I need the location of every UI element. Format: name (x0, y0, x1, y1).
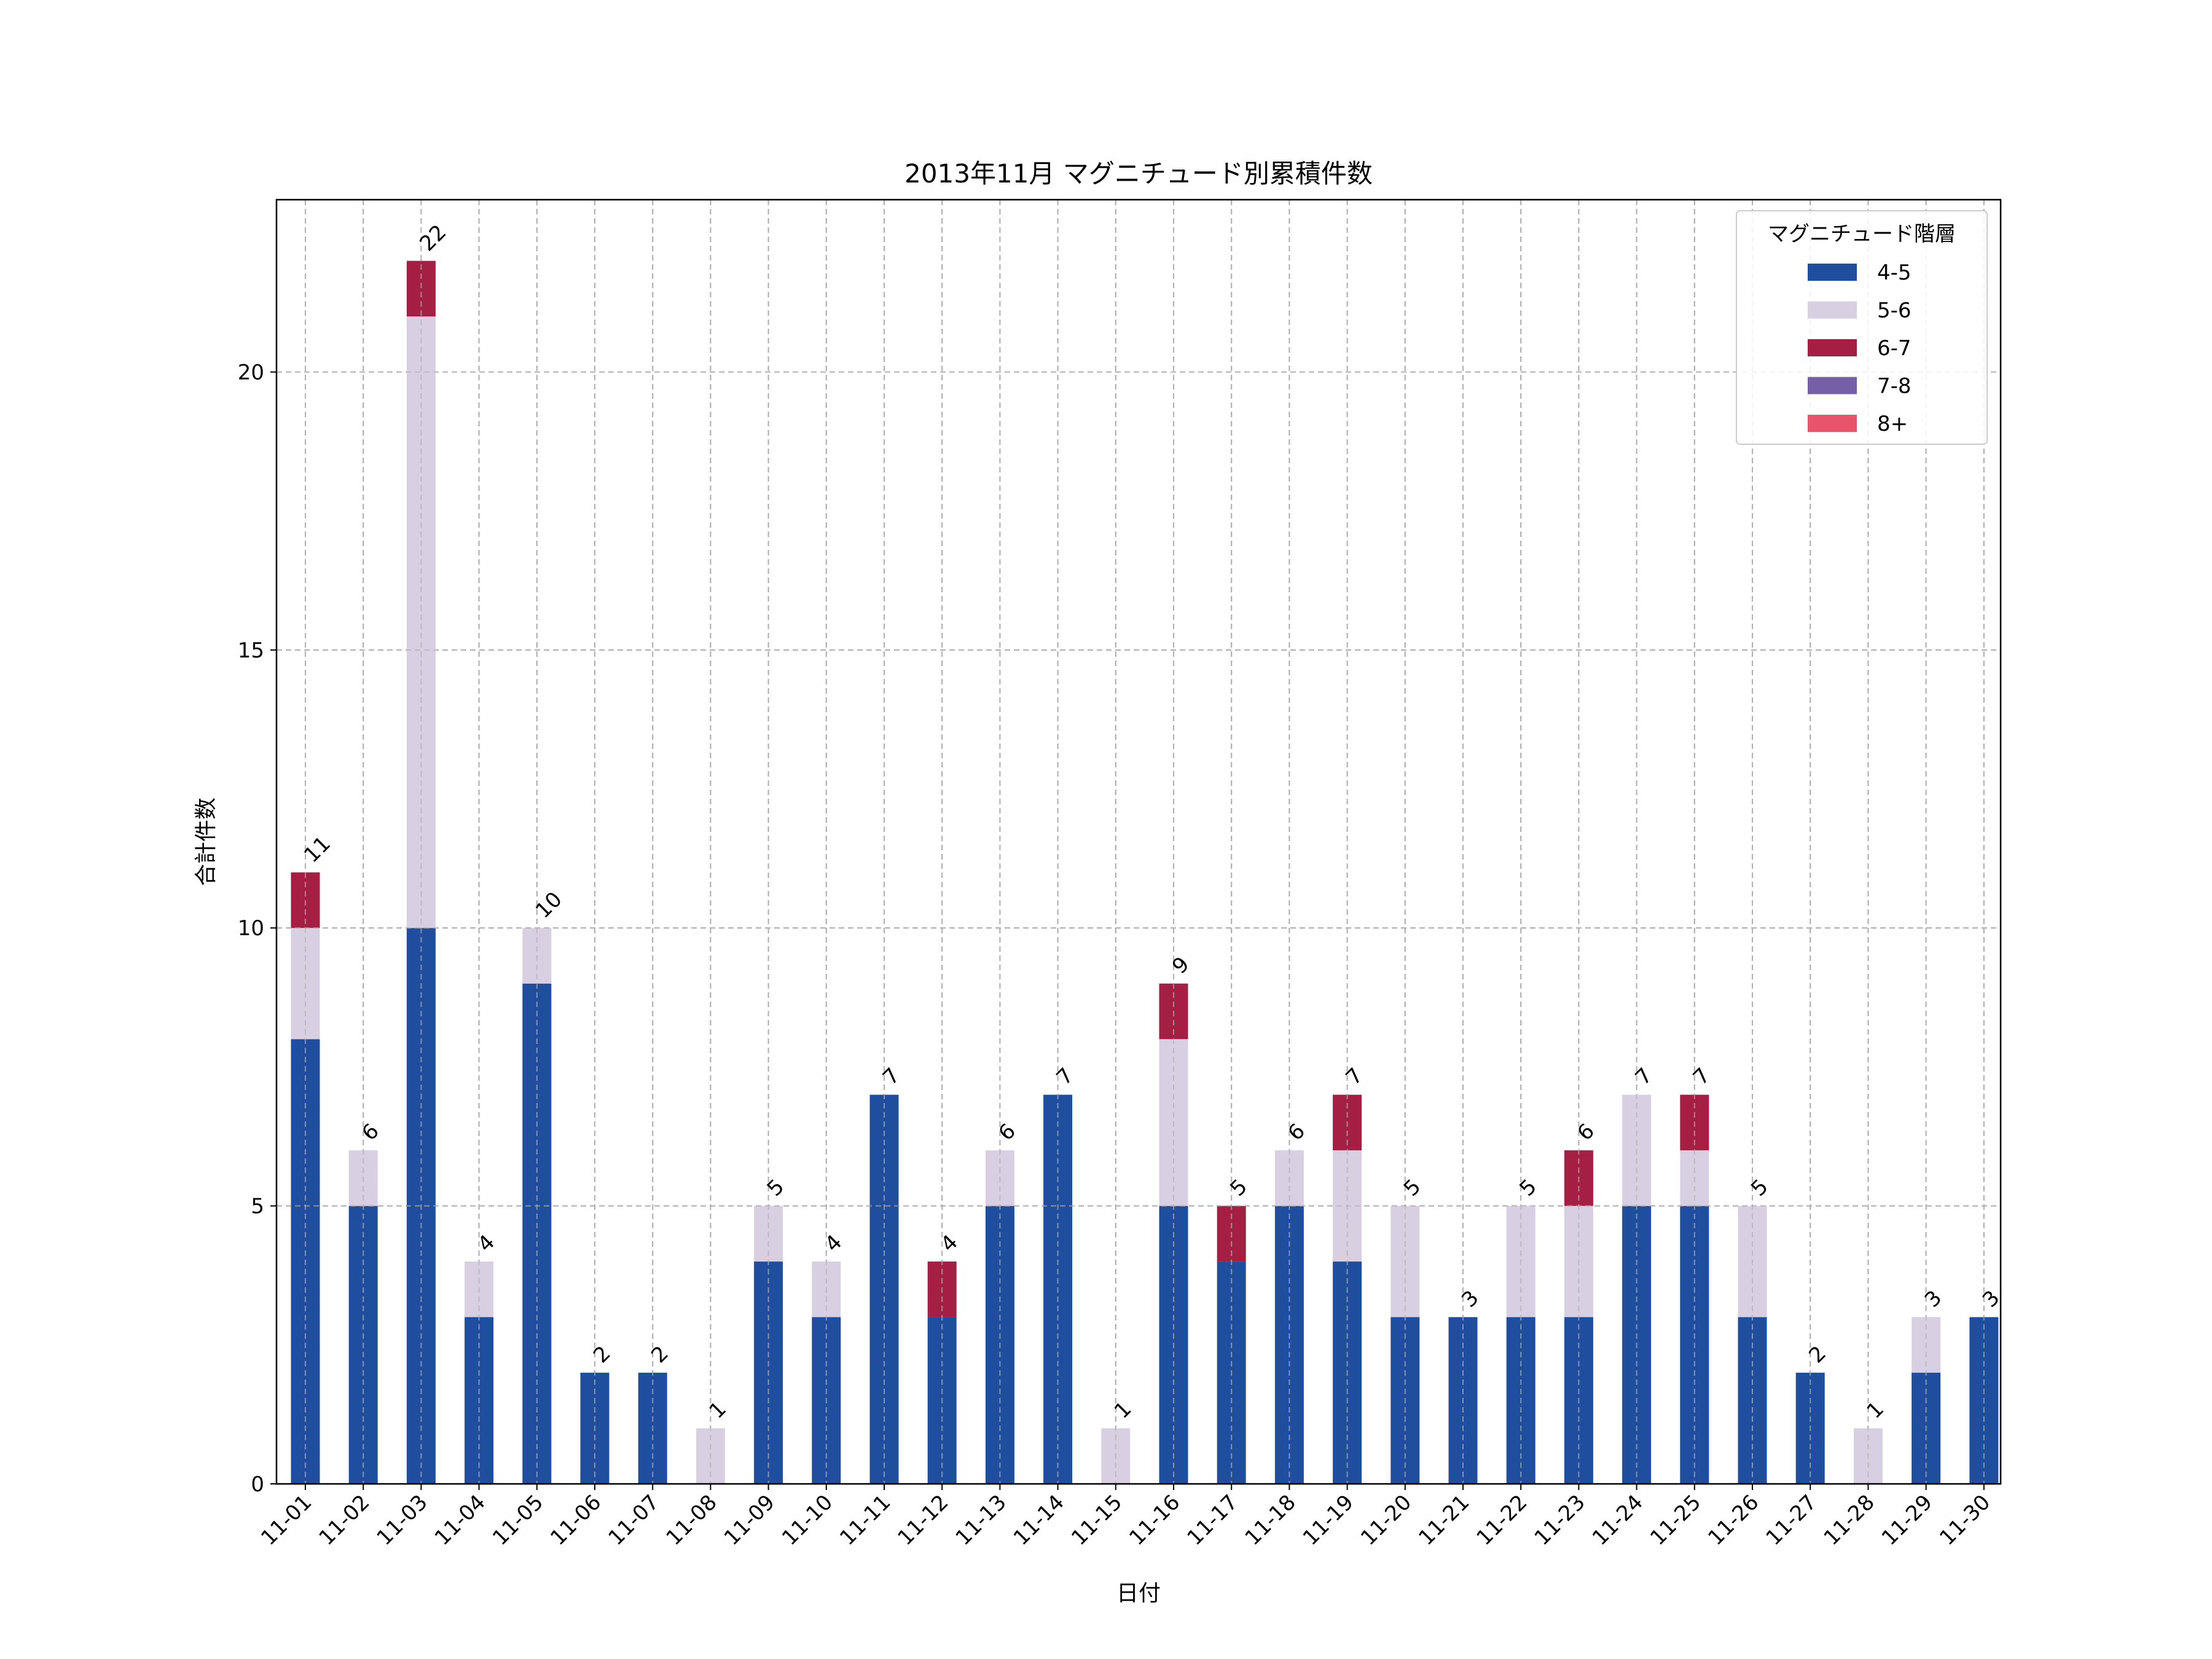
legend-items: 4-5 5-6 6-7 7-8 8+ (1808, 261, 1912, 436)
legend-swatch (1808, 415, 1857, 432)
bar-segment (406, 261, 436, 316)
grid-overlay (276, 200, 2001, 1484)
plot-frame (275, 198, 2002, 1485)
y-tick-label: 0 (251, 1472, 264, 1497)
legend-frame (1736, 210, 1988, 445)
y-tick-label: 15 (238, 638, 264, 663)
y-axis-label: 合計件数 (194, 798, 219, 886)
legend-label: 6-7 (1877, 336, 1912, 361)
bars (276, 200, 2001, 1484)
legend-title: マグニチュード階層 (1768, 222, 1956, 246)
x-axis-label: 日付 (1116, 1581, 1161, 1606)
legend-swatch (1808, 301, 1857, 319)
y-tick-label: 20 (238, 360, 264, 385)
legend-label: 8+ (1877, 412, 1908, 436)
chart-title: 2013年11月 マグニチュード別累積件数 (904, 159, 1373, 189)
legend-label: 5-6 (1877, 299, 1912, 323)
bar-segment (406, 316, 436, 928)
legend-swatch (1808, 339, 1857, 356)
legend-label: 7-8 (1877, 374, 1912, 399)
legend-swatch (1808, 264, 1857, 281)
y-tick-label: 10 (238, 916, 264, 941)
legend-swatch (1808, 377, 1857, 394)
legend-label: 4-5 (1877, 261, 1912, 285)
y-tick-label: 5 (251, 1194, 264, 1219)
legend: マグニチュード階層 4-5 5-6 6-7 7-8 8+ (1736, 210, 1988, 445)
